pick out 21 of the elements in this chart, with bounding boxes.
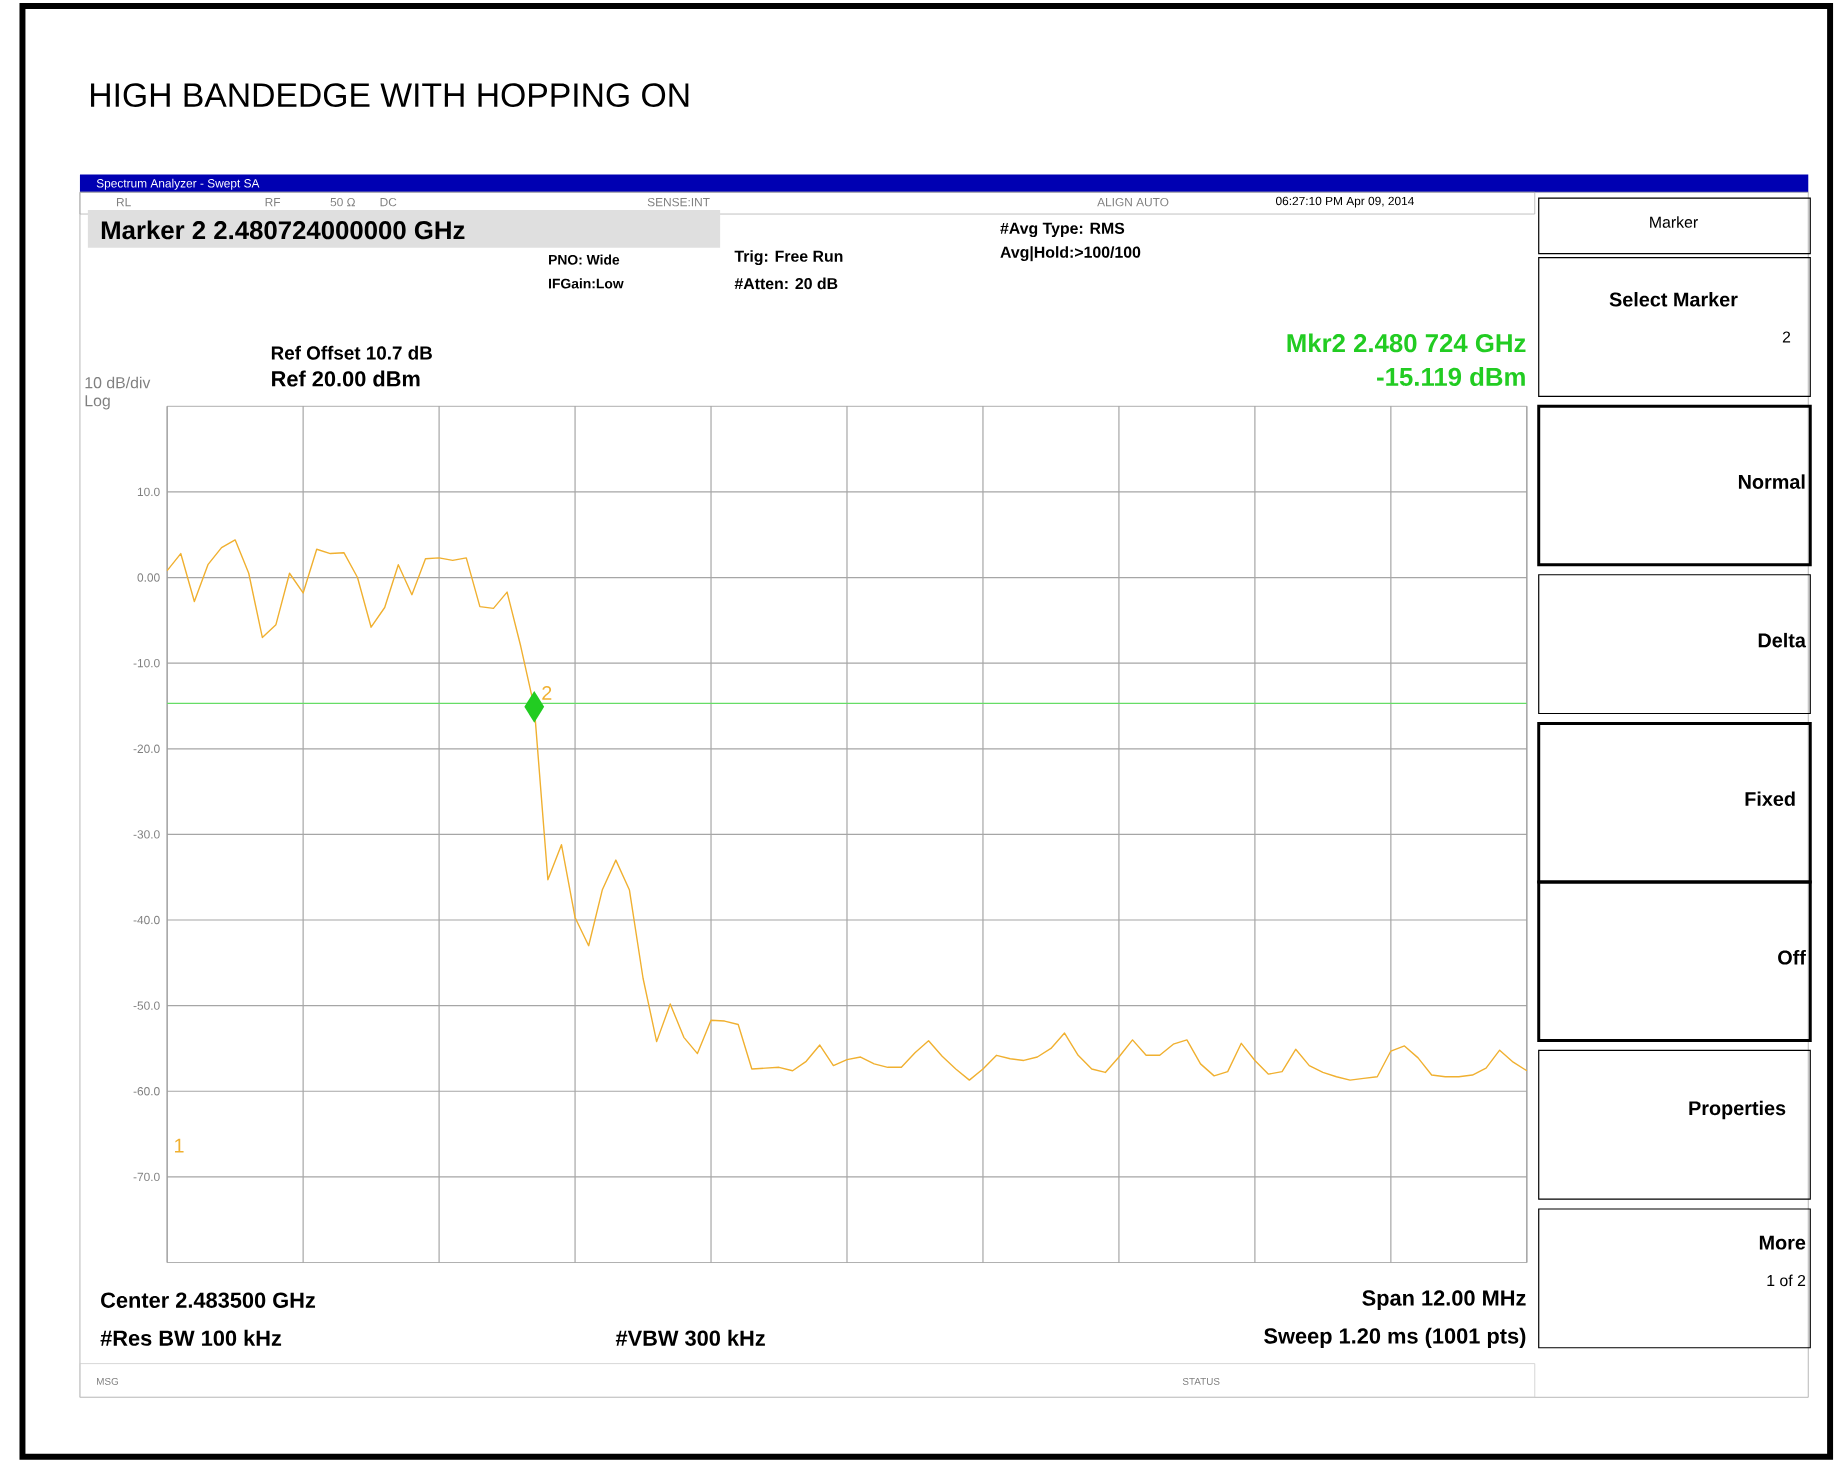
text: Span 12.00 MHz [1362, 1290, 1526, 1310]
text: More [1759, 1235, 1806, 1250]
text: Ref Offset 10.7 dB [271, 345, 432, 360]
line-series [166, 538, 1528, 1081]
text: Properties [1689, 1100, 1786, 1119]
text: Select Marker [1609, 291, 1738, 307]
chart-title: HIGH BANDEDGE WITH HOPPING ON [91, 82, 689, 107]
text: #VBW 300 kHz [615, 1329, 765, 1346]
text: Center 2.483500 GHz [101, 1292, 316, 1308]
text: Ref 20.00 dBm [272, 370, 420, 387]
text: Mkr2 2.480 724 GHz [1287, 333, 1526, 352]
text: Normal [1738, 473, 1805, 489]
text: Marker 2 2.480724000000 GHz [101, 220, 465, 240]
annotation: 2 [542, 685, 552, 700]
annotation: 1 [175, 1138, 184, 1153]
text: -15.119 dBm [1377, 366, 1525, 386]
text: Sweep 1.20 ms (1001 pts) [1264, 1327, 1526, 1348]
text: #Res BW 100 kHz [100, 1329, 282, 1346]
text: Delta [1758, 632, 1807, 648]
text: Fixed [1745, 791, 1795, 806]
text: Off [1778, 949, 1806, 965]
